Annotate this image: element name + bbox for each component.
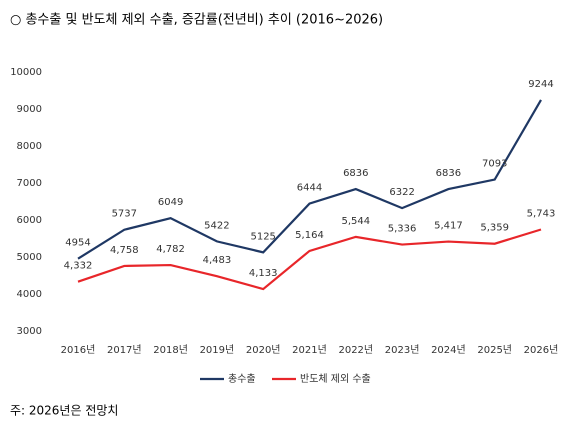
data-label: 5,743 — [527, 209, 556, 220]
data-label: 5,359 — [480, 223, 509, 234]
y-tick-label: 4000 — [17, 289, 42, 300]
data-label: 5737 — [112, 209, 137, 220]
legend-label: 반도체 제외 수출 — [300, 373, 371, 385]
x-tick-label: 2025년 — [477, 344, 512, 356]
x-tick-label: 2022년 — [338, 344, 373, 356]
legend-label: 총수출 — [228, 373, 256, 385]
data-label: 5125 — [250, 231, 275, 242]
data-label: 7093 — [482, 159, 507, 170]
data-label: 5,336 — [388, 224, 417, 235]
chart-title: ○ 총수출 및 반도체 제외 수출, 증감률(전년비) 추이 (2016~202… — [10, 13, 383, 28]
y-tick-label: 6000 — [17, 215, 42, 226]
y-tick-label: 10000 — [10, 67, 42, 78]
data-label: 4,133 — [249, 268, 278, 279]
data-label: 5,417 — [434, 221, 463, 232]
data-label: 5422 — [204, 220, 229, 231]
data-label: 4954 — [65, 238, 90, 249]
y-tick-label: 5000 — [17, 252, 42, 263]
y-tick-label: 8000 — [17, 141, 42, 152]
x-tick-label: 2019년 — [200, 344, 235, 356]
series-line — [77, 99, 542, 260]
y-tick-label: 7000 — [17, 178, 42, 189]
data-label: 6049 — [158, 197, 183, 208]
footnote: 주: 2026년은 전망치 — [10, 404, 118, 418]
x-tick-label: 2026년 — [524, 344, 559, 356]
data-label: 4,483 — [203, 255, 232, 266]
y-tick-label: 9000 — [17, 104, 42, 115]
series-line — [77, 228, 542, 291]
data-label: 6444 — [297, 183, 322, 194]
data-label: 5,164 — [295, 230, 324, 241]
x-tick-label: 2023년 — [385, 344, 420, 356]
x-tick-label: 2017년 — [107, 344, 142, 356]
data-label: 6836 — [343, 168, 368, 179]
y-tick-label: 3000 — [17, 326, 42, 337]
x-tick-label: 2018년 — [153, 344, 188, 356]
x-tick-label: 2021년 — [292, 344, 327, 356]
data-label: 5,544 — [341, 216, 370, 227]
data-label: 4,758 — [110, 245, 139, 256]
data-label: 6322 — [389, 187, 414, 198]
x-tick-label: 2020년 — [246, 344, 281, 356]
data-label: 9244 — [528, 79, 553, 90]
x-tick-label: 2024년 — [431, 344, 466, 356]
x-tick-label: 2016년 — [61, 344, 96, 356]
data-label: 4,332 — [64, 261, 93, 272]
data-label: 4,782 — [156, 244, 185, 255]
data-label: 6836 — [436, 168, 461, 179]
